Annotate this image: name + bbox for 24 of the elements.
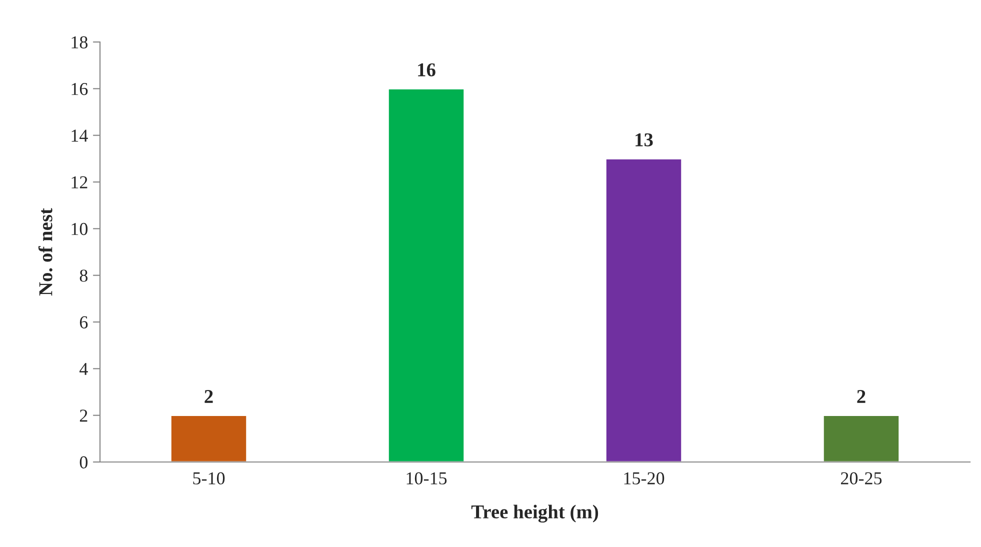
- y-tick-label: 10: [72, 222, 88, 236]
- y-tick-label: 18: [72, 36, 88, 48]
- x-axis-title: Tree height (m): [471, 504, 598, 523]
- y-tick-label: 4: [80, 363, 88, 375]
- data-label: 13: [636, 133, 653, 146]
- y-tick-label: 12: [72, 176, 88, 188]
- y-tick-label: 8: [80, 270, 88, 282]
- y-tick-label: 16: [72, 82, 88, 96]
- x-tick-label: 5-10: [193, 472, 225, 484]
- x-tick-label: 15-20: [624, 472, 664, 484]
- bar: [604, 158, 683, 462]
- data-label: 2: [857, 390, 866, 403]
- x-tick-label: 20-25: [840, 472, 882, 484]
- bar: [822, 414, 900, 462]
- x-tick-label: 10-15: [406, 472, 447, 484]
- bar: [387, 88, 466, 462]
- y-tick-label: 14: [72, 130, 88, 142]
- y-axis-title: No. of nest: [38, 208, 52, 296]
- bar: [170, 414, 248, 462]
- data-label: 2: [204, 390, 213, 403]
- y-tick-label: 2: [80, 410, 88, 422]
- data-label: 16: [418, 63, 436, 76]
- y-tick-label: 0: [80, 456, 88, 468]
- y-tick-label: 6: [80, 316, 88, 328]
